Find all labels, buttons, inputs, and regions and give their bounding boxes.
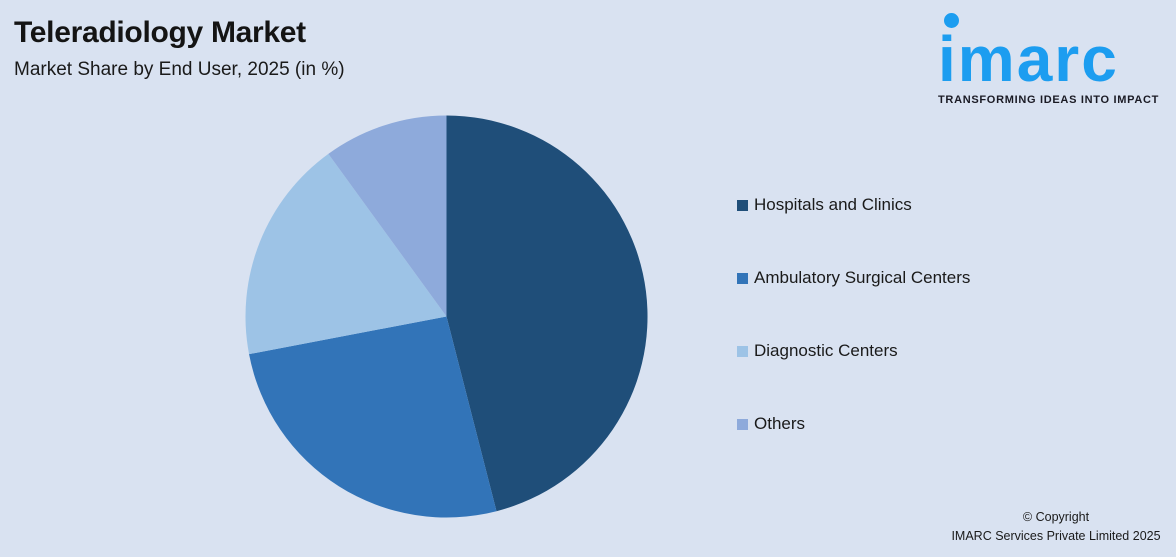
pie-slice-ambulatory-surgical-centers: [249, 316, 497, 518]
copyright-line2: IMARC Services Private Limited 2025: [951, 528, 1161, 543]
legend-item-ambulatory-surgical-centers: Ambulatory Surgical Centers: [737, 267, 970, 289]
legend-label: Hospitals and Clinics: [754, 195, 912, 214]
imarc-logo: imarc TRANSFORMING IDEAS INTO IMPACT: [938, 0, 1172, 108]
legend-item-hospitals-and-clinics: Hospitals and Clinics: [737, 194, 970, 216]
legend-label: Others: [754, 414, 806, 433]
pie-slice-others: [328, 115, 447, 317]
legend-swatch-ambulatory-surgical-centers: [737, 272, 748, 284]
logo-dot-icon: [944, 13, 959, 28]
copyright-notice: © Copyright IMARC Services Private Limit…: [949, 508, 1163, 546]
pie-slice-hospitals-and-clinics: [446, 115, 648, 512]
legend-label: Ambulatory Surgical Centers: [754, 268, 971, 287]
logo-brand-text: imarc: [938, 23, 1119, 95]
legend-swatch-others: [737, 418, 748, 430]
pie-legend: Hospitals and Clinics Ambulatory Surgica…: [737, 194, 970, 435]
page-title: Teleradiology Market: [14, 16, 306, 49]
legend-item-others: Others: [737, 413, 970, 435]
legend-swatch-hospitals-and-clinics: [737, 199, 748, 211]
pie-slice-diagnostic-centers: [245, 153, 447, 355]
page-subtitle: Market Share by End User, 2025 (in %): [14, 59, 345, 80]
legend-item-diagnostic-centers: Diagnostic Centers: [737, 340, 970, 362]
legend-swatch-diagnostic-centers: [737, 345, 748, 357]
legend-label: Diagnostic Centers: [754, 341, 898, 360]
copyright-line1: © Copyright: [1022, 510, 1090, 524]
logo-tagline: TRANSFORMING IDEAS INTO IMPACT: [938, 94, 1160, 106]
